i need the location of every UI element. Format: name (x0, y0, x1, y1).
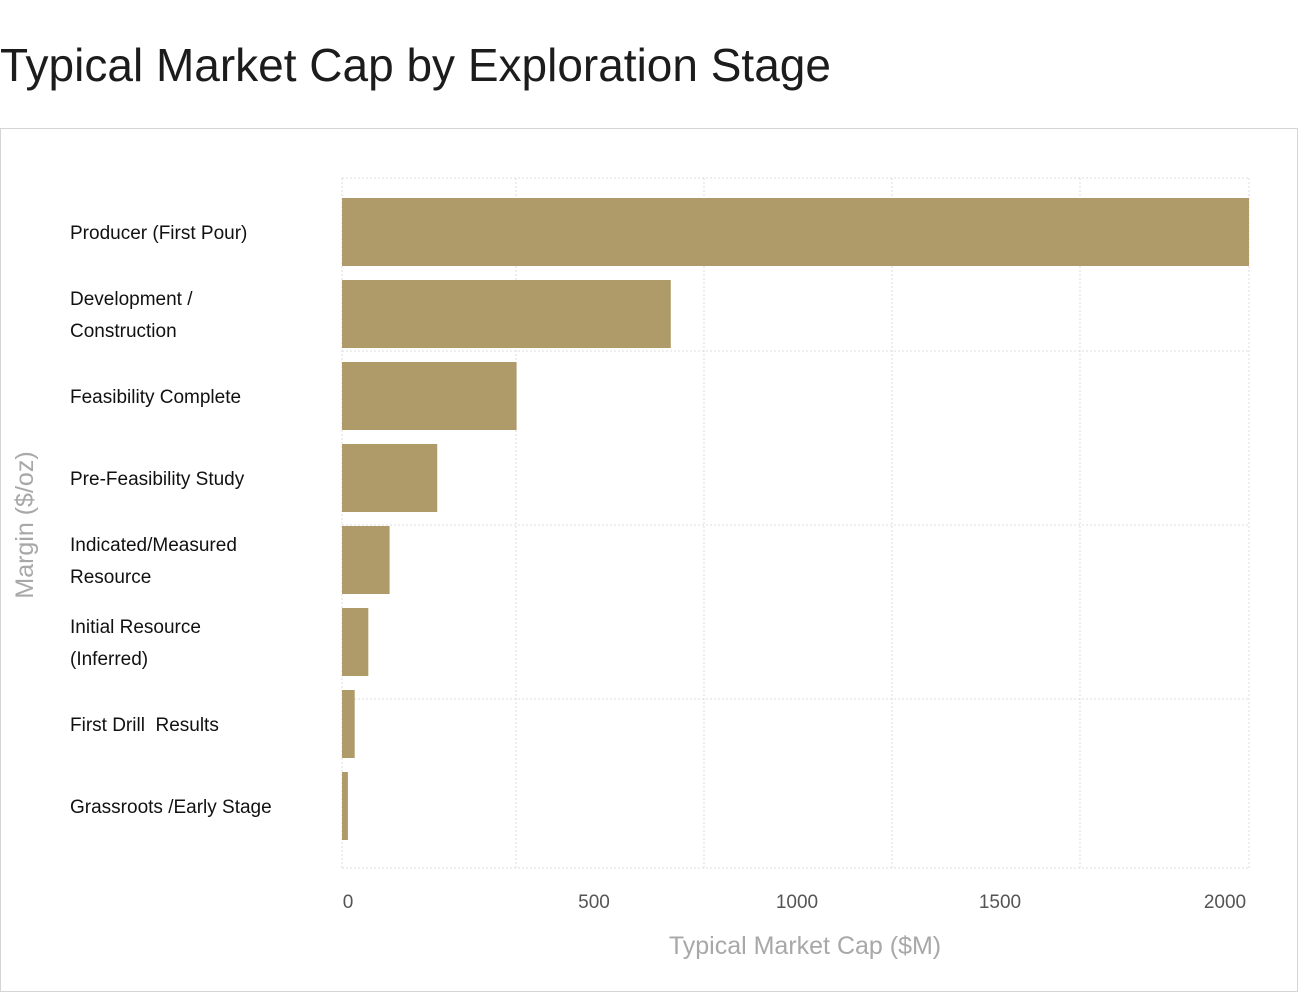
page-title: Typical Market Cap by Exploration Stage (0, 39, 831, 91)
category-label-line: Pre-Feasibility Study (70, 469, 245, 490)
category-label: Indicated/Measured Resource (70, 535, 237, 588)
bar (342, 608, 369, 676)
category-label: Producer (First Pour) (70, 223, 247, 244)
category-label-line: Initial Resource (70, 617, 201, 638)
bar (342, 198, 1249, 266)
bar (342, 280, 671, 348)
bars (342, 198, 1249, 840)
category-label-line: Resource (70, 567, 151, 588)
bar (342, 444, 438, 512)
category-labels: Producer (First Pour) Development / Constr… (70, 223, 272, 818)
category-label-line: Construction (70, 321, 177, 342)
x-tick-label: 0 (343, 892, 354, 913)
x-axis-label: Typical Market Cap ($M) (669, 932, 941, 960)
category-label: Initial Resource (Inferred) (70, 617, 201, 670)
category-label: First Drill Results (70, 715, 219, 736)
bar (342, 362, 517, 430)
chart-frame (0, 128, 1298, 992)
x-tick-labels: 0 500 1000 1500 2000 (343, 892, 1246, 913)
category-label-line: Feasibility Complete (70, 387, 241, 408)
gridlines (341, 177, 1250, 869)
category-label-line: Development / (70, 289, 193, 310)
category-label-line: Producer (First Pour) (70, 223, 247, 244)
category-label: Feasibility Complete (70, 387, 241, 408)
bar (342, 526, 390, 594)
bar (342, 690, 355, 758)
y-axis-label: Margin ($/oz) (11, 451, 39, 598)
x-tick-label: 2000 (1204, 892, 1246, 913)
category-label-line: Indicated/Measured (70, 535, 237, 556)
category-label: Pre-Feasibility Study (70, 469, 245, 490)
x-tick-label: 500 (578, 892, 610, 913)
category-label: Grassroots /Early Stage (70, 797, 272, 818)
category-label-line: First Drill Results (70, 715, 219, 736)
x-tick-label: 1000 (776, 892, 818, 913)
x-tick-label: 1500 (979, 892, 1021, 913)
category-label-line: (Inferred) (70, 649, 148, 670)
category-label: Development / Construction (70, 289, 193, 342)
category-label-line: Grassroots /Early Stage (70, 797, 272, 818)
bar (342, 772, 348, 840)
